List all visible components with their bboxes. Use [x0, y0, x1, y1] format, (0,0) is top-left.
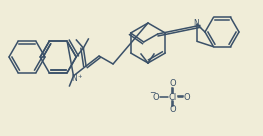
Text: O: O — [153, 92, 159, 101]
Text: O: O — [184, 92, 190, 101]
Text: O: O — [170, 80, 176, 89]
Text: O: O — [170, 106, 176, 115]
Text: Cl: Cl — [169, 92, 177, 101]
Text: −: − — [149, 89, 155, 98]
Text: N: N — [193, 19, 199, 28]
Text: N$^+$: N$^+$ — [71, 72, 84, 84]
